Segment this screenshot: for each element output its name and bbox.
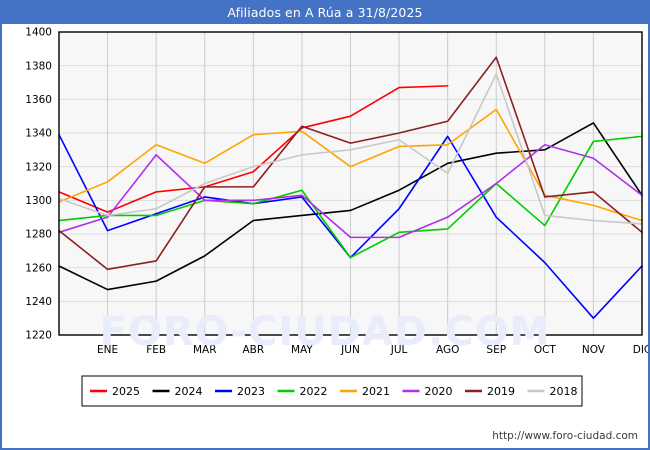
x-tick-label: JUL — [390, 344, 408, 356]
y-tick-label: 1280 — [25, 229, 52, 241]
legend-label-2021: 2021 — [362, 385, 390, 398]
chart-area: FORO-CIUDAD.COM 1220 1240 1260 1280 1300 1320… — [2, 24, 648, 448]
legend-label-2020: 2020 — [425, 385, 453, 398]
y-tick-label: 1380 — [25, 60, 52, 72]
legend-label-2024: 2024 — [175, 385, 203, 398]
legend-box — [81, 375, 583, 407]
legend-label-2018: 2018 — [550, 385, 578, 398]
series-line-2024 — [58, 122, 643, 291]
series-line-2025 — [58, 85, 449, 213]
y-tick-label: 1320 — [25, 161, 52, 173]
x-tick-label: JUN — [340, 344, 360, 356]
x-tick-label: ABR — [242, 344, 264, 356]
y-tick-label: 1220 — [25, 330, 52, 342]
x-tick-label: SEP — [486, 344, 506, 356]
series-line-2018 — [58, 73, 643, 225]
legend-label-2025: 2025 — [112, 385, 140, 398]
x-tick-label: MAY — [291, 344, 313, 356]
footer-url: http://www.foro-ciudad.com — [492, 430, 638, 442]
x-tick-label: NOV — [582, 344, 606, 356]
series-line-2019 — [58, 56, 643, 271]
series-line-2022 — [58, 135, 643, 259]
x-tick-label: DIC — [633, 344, 648, 356]
y-tick-label: 1340 — [25, 128, 52, 140]
legend-label-2023: 2023 — [237, 385, 265, 398]
x-tick-label: AGO — [436, 344, 459, 356]
x-tick-label: FEB — [146, 344, 166, 356]
y-tick-label: 1240 — [25, 296, 52, 308]
y-tick-label: 1360 — [25, 94, 52, 106]
legend-label-2019: 2019 — [487, 385, 515, 398]
legend-label-2022: 2022 — [300, 385, 328, 398]
x-tick-label: MAR — [193, 344, 217, 356]
series-line-2020 — [58, 143, 643, 239]
x-tick-label: ENE — [97, 344, 118, 356]
x-tick-label: OCT — [534, 344, 557, 356]
y-tick-label: 1300 — [25, 195, 52, 207]
line-chart: 1220 1240 1260 1280 1300 1320 1340 1360 1380 1400… — [25, 27, 648, 407]
plot-frame — [58, 31, 643, 336]
window-title: Afiliados en A Rúa a 31/8/2025 — [2, 2, 648, 24]
y-tick-label: 1260 — [25, 262, 52, 274]
y-tick-label: 1400 — [25, 27, 52, 39]
